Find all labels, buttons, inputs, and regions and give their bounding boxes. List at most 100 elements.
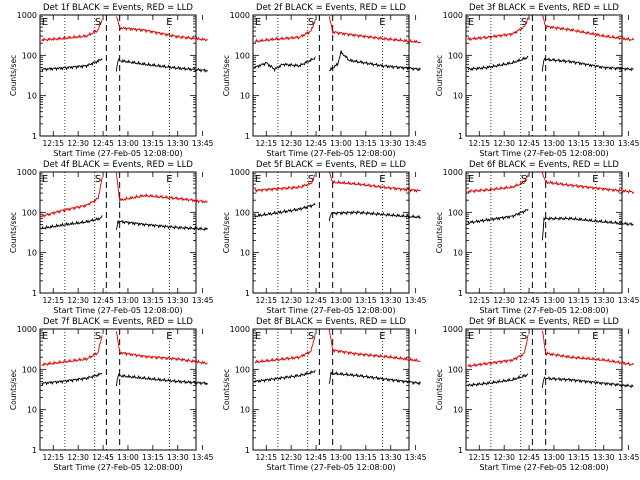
lld-series-line bbox=[115, 16, 208, 42]
y-tick-label: 1000 bbox=[17, 325, 37, 334]
y-tick-label: 1000 bbox=[230, 325, 250, 334]
events-series-line bbox=[467, 373, 529, 388]
y-tick-label: 1000 bbox=[230, 11, 250, 20]
x-tick-label: 13:15 bbox=[568, 453, 590, 462]
x-tick-label: 13:30 bbox=[593, 139, 615, 148]
x-tick-label: 13:00 bbox=[330, 139, 352, 148]
plot-frame bbox=[465, 171, 623, 294]
event-marker-e: E bbox=[592, 331, 598, 342]
lld-series-line bbox=[328, 16, 421, 44]
event-marker-s: S bbox=[95, 17, 101, 28]
lld-series-line bbox=[115, 171, 208, 204]
events-series-line bbox=[254, 369, 316, 384]
event-marker-s: S bbox=[521, 17, 527, 28]
panel-title: Det 7f BLACK = Events, RED = LLD bbox=[43, 317, 193, 327]
x-tick-label: 12:45 bbox=[518, 139, 540, 148]
y-tick-label: 1 bbox=[245, 289, 250, 298]
x-tick-label: 12:30 bbox=[493, 453, 515, 462]
events-series-line bbox=[467, 208, 529, 225]
y-tick-label: 100 bbox=[448, 365, 463, 374]
y-tick-label: 10 bbox=[240, 249, 250, 258]
y-axis-label: Counts/sec bbox=[435, 212, 444, 253]
lld-series-line bbox=[328, 172, 421, 193]
y-tick-label: 1 bbox=[32, 446, 37, 455]
x-tick-label: 13:15 bbox=[355, 296, 377, 305]
lld-series-line bbox=[328, 329, 421, 363]
y-tick-label: 1 bbox=[245, 132, 250, 141]
x-tick-label: 13:15 bbox=[142, 453, 164, 462]
plot-frame bbox=[465, 14, 623, 137]
x-tick-label: 12:30 bbox=[493, 139, 515, 148]
event-marker-s: S bbox=[521, 331, 527, 342]
event-marker-e: E bbox=[42, 17, 48, 28]
plot-frame bbox=[39, 14, 197, 137]
events-series-line bbox=[254, 56, 316, 73]
x-tick-label: 12:45 bbox=[305, 296, 327, 305]
x-axis-label: Start Time (27-Feb-05 12:08:00) bbox=[266, 149, 395, 158]
y-tick-label: 1 bbox=[32, 289, 37, 298]
x-tick-label: 13:00 bbox=[543, 453, 565, 462]
event-marker-e: E bbox=[42, 174, 48, 185]
y-tick-label: 1 bbox=[458, 289, 463, 298]
x-tick-label: 12:45 bbox=[92, 296, 114, 305]
event-marker-e: E bbox=[468, 331, 474, 342]
plot-frame bbox=[39, 171, 197, 294]
x-tick-label: 12:30 bbox=[280, 139, 302, 148]
x-tick-label: 12:15 bbox=[468, 139, 490, 148]
event-marker-e: E bbox=[42, 331, 48, 342]
y-tick-label: 100 bbox=[235, 51, 250, 60]
x-tick-label: 13:30 bbox=[593, 296, 615, 305]
event-marker-e: E bbox=[468, 17, 474, 28]
x-tick-label: 13:45 bbox=[405, 139, 427, 148]
x-tick-label: 13:45 bbox=[618, 296, 640, 305]
detector-panel: Det 6f BLACK = Events, RED = LLD 1 10 100 10… bbox=[435, 160, 640, 315]
plot-frame bbox=[252, 328, 410, 451]
plot-frame bbox=[39, 328, 197, 451]
events-series-line bbox=[254, 202, 316, 218]
y-tick-label: 100 bbox=[448, 208, 463, 217]
y-axis-label: Counts/sec bbox=[9, 369, 18, 410]
x-tick-label: 12:30 bbox=[67, 296, 89, 305]
x-tick-label: 13:45 bbox=[405, 296, 427, 305]
lld-series-line bbox=[541, 171, 634, 195]
x-axis-label: Start Time (27-Feb-05 12:08:00) bbox=[266, 306, 395, 315]
event-marker-e: E bbox=[468, 174, 474, 185]
x-tick-label: 12:15 bbox=[42, 296, 64, 305]
lld-series-line bbox=[254, 333, 316, 364]
panel-title: Det 1f BLACK = Events, RED = LLD bbox=[43, 3, 193, 13]
event-marker-s: S bbox=[95, 174, 101, 185]
events-series-line bbox=[115, 372, 208, 387]
x-tick-label: 13:30 bbox=[380, 296, 402, 305]
panel-title: Det 4f BLACK = Events, RED = LLD bbox=[43, 160, 193, 170]
lld-series-line bbox=[541, 330, 634, 367]
event-marker-e: E bbox=[255, 17, 261, 28]
event-marker-e: E bbox=[166, 17, 172, 28]
x-axis-label: Start Time (27-Feb-05 12:08:00) bbox=[479, 306, 608, 315]
event-marker-e: E bbox=[379, 174, 385, 185]
x-axis-label: Start Time (27-Feb-05 12:08:00) bbox=[53, 306, 182, 315]
y-tick-label: 1 bbox=[458, 446, 463, 455]
event-marker-s: S bbox=[308, 331, 314, 342]
y-tick-label: 10 bbox=[240, 406, 250, 415]
x-tick-label: 13:45 bbox=[405, 453, 427, 462]
x-tick-label: 12:30 bbox=[67, 139, 89, 148]
events-series-line bbox=[541, 215, 634, 241]
x-tick-label: 12:30 bbox=[493, 296, 515, 305]
lld-series-line bbox=[115, 331, 208, 365]
y-tick-label: 10 bbox=[453, 92, 463, 101]
x-tick-label: 12:30 bbox=[280, 296, 302, 305]
event-marker-e: E bbox=[592, 17, 598, 28]
plot-frame bbox=[252, 14, 410, 137]
events-series-line bbox=[541, 376, 634, 389]
y-tick-label: 1000 bbox=[443, 11, 463, 20]
y-axis-label: Counts/sec bbox=[222, 55, 231, 96]
panel-title: Det 2f BLACK = Events, RED = LLD bbox=[256, 3, 406, 13]
event-marker-e: E bbox=[379, 331, 385, 342]
lld-series-line bbox=[41, 19, 103, 42]
y-tick-label: 1 bbox=[32, 132, 37, 141]
lld-series-line bbox=[41, 335, 103, 367]
events-series-line bbox=[467, 55, 529, 72]
x-tick-label: 12:15 bbox=[42, 139, 64, 148]
y-axis-label: Counts/sec bbox=[435, 369, 444, 410]
